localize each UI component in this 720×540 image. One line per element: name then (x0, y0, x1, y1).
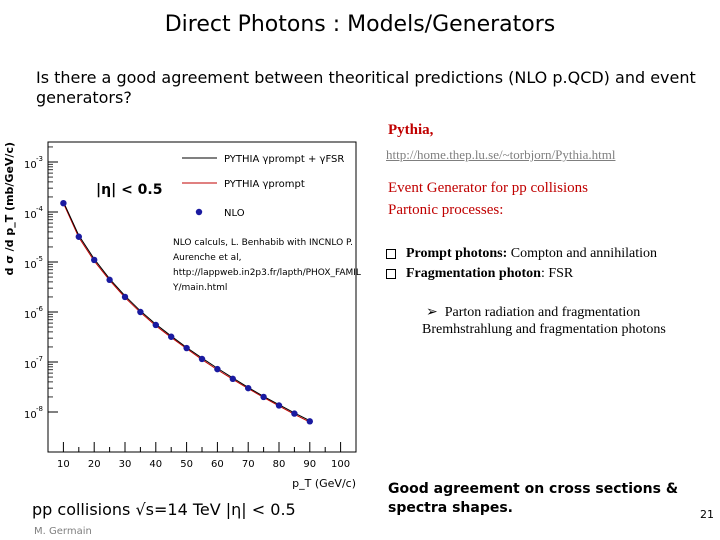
nlo-data-point (198, 355, 206, 363)
cross-section-plot: 10-310-410-510-610-710-810 20 30 40 50 60 70 80… (3, 141, 361, 490)
nlo-data-point (183, 344, 190, 352)
author-footer: M. Germain (34, 526, 92, 537)
slide-question: Is there a good agreement between theori… (36, 68, 696, 107)
nlo-data-point (75, 233, 83, 240)
x-tick-label: 80 (273, 459, 286, 470)
sub-bullet-parton-radiation: ➢ Parton radiation and fragmentation (426, 304, 640, 321)
partonic-processes-line: Partonic processes: (388, 202, 504, 218)
series-pythia-prompt-line (62, 202, 311, 423)
x-tick-label: 40 (149, 459, 162, 470)
nlo-data-point (168, 333, 175, 340)
bullet-fragmentation-photon: Fragmentation photon: FSR (386, 266, 573, 282)
x-axis-label: p_T (GeV/c) (292, 477, 356, 490)
nlo-annotation-line: Aurenche et al, (173, 253, 241, 263)
y-tick-label: 10 (24, 310, 37, 321)
bullet-prompt-photons: Prompt photons: Compton and annihilation (386, 246, 657, 262)
nlo-data-point (106, 276, 113, 284)
bullet-text: Compton and annihilation (507, 246, 657, 261)
nlo-annotation-line: http://lappweb.in2p3.fr/lapth/PHOX_FAMIL (173, 268, 361, 278)
legend-label-prompt: PYTHIA γprompt (224, 179, 305, 190)
x-tick-label: 20 (88, 459, 101, 470)
pythia-heading: Pythia, (388, 122, 434, 138)
y-axis-label: d σ /d p_T (mb/GeV/c) (3, 142, 16, 275)
series-pythia-prompt-fsr-line (62, 201, 311, 422)
nlo-data-point (91, 256, 98, 264)
x-tick-label: 50 (180, 459, 193, 470)
nlo-data-point (214, 365, 221, 373)
y-tick-exponent: -7 (36, 355, 43, 363)
y-tick-label: 10 (24, 160, 37, 171)
arrow-bullet-icon: ➢ (426, 305, 438, 320)
x-tick-label: 10 (57, 459, 70, 470)
bullet-bold: Prompt photons: (406, 246, 508, 261)
plot-frame (47, 141, 357, 453)
eta-cut-label: |η| < 0.5 (96, 182, 162, 198)
nlo-data-point (291, 410, 298, 417)
x-tick-label: 60 (211, 459, 224, 470)
nlo-annotation-line: Y/main.html (172, 283, 227, 293)
nlo-data-point (306, 418, 313, 425)
x-tick-label: 90 (303, 459, 316, 470)
page-number: 21 (700, 508, 714, 521)
nlo-data-point (137, 308, 144, 316)
y-tick-label: 10 (24, 260, 37, 271)
checkbox-bullet-icon (386, 268, 396, 279)
legend-nlo-point (195, 208, 203, 216)
y-tick-exponent: -8 (36, 405, 43, 413)
nlo-data-point (229, 375, 236, 383)
legend-label-prompt-fsr: PYTHIA γprompt + γFSR (224, 154, 344, 165)
plot-area: 10-310-410-510-610-710-810 20 30 40 50 60 70 80… (3, 141, 361, 490)
y-tick-label: 10 (24, 360, 37, 371)
nlo-data-point (260, 393, 267, 401)
conclusion-text: Good agreement on cross sections & spect… (388, 481, 679, 516)
y-tick-exponent: -4 (36, 205, 44, 213)
nlo-data-point (275, 402, 283, 409)
event-generator-line: Event Generator for pp collisions (388, 180, 588, 196)
x-tick-label: 70 (242, 459, 255, 470)
y-tick-label: 10 (24, 410, 37, 421)
x-tick-label: 30 (119, 459, 132, 470)
nlo-data-point (245, 384, 252, 392)
pythia-link[interactable]: http://home.thep.lu.se/~torbjorn/Pythia.… (386, 147, 616, 162)
y-tick-exponent: -5 (36, 255, 43, 263)
y-tick-label: 10 (24, 210, 37, 221)
legend-label-nlo: NLO (224, 208, 245, 219)
sub-bullet-text: Parton radiation and fragmentation (444, 305, 641, 320)
x-tick-label: 100 (331, 459, 350, 470)
y-tick-exponent: -6 (36, 305, 44, 313)
nlo-data-point (152, 321, 159, 329)
plot-caption: pp collisions √s=14 TeV |η| < 0.5 (32, 500, 296, 519)
bullet-bold: Fragmentation photon (406, 266, 541, 281)
sub-bullet-bremsstrahlung: Bremhstrahlung and fragmentation photons (422, 322, 666, 337)
nlo-data-point (121, 293, 129, 301)
checkbox-bullet-icon (386, 248, 396, 259)
slide-title: Direct Photons : Models/Generators (164, 12, 556, 37)
y-tick-exponent: -3 (36, 155, 43, 163)
nlo-data-point (60, 199, 67, 207)
bullet-text: : FSR (540, 266, 574, 281)
nlo-annotation-line: NLO calculs, L. Benhabib with INCNLO P. (173, 238, 353, 248)
